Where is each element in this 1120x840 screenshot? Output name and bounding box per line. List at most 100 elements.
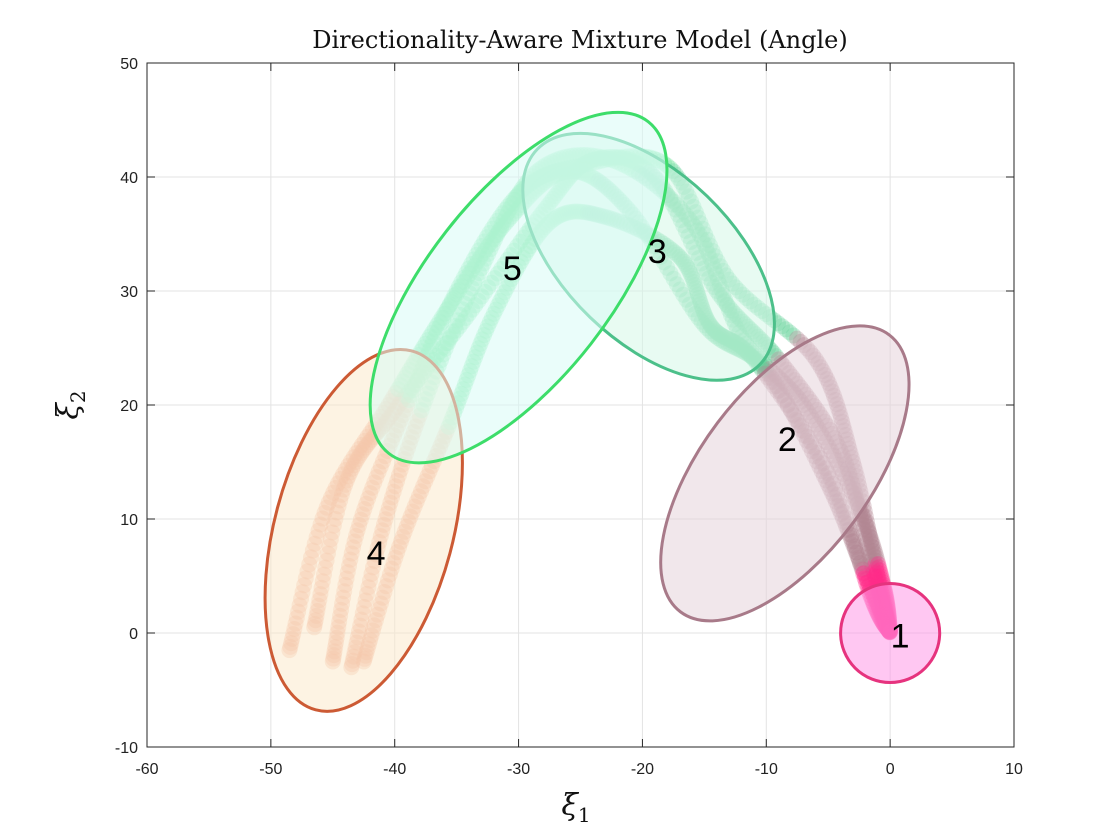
trajectory-point	[842, 529, 859, 546]
x-tick-label: -60	[135, 761, 158, 778]
trajectory-point	[856, 570, 873, 587]
trajectory-point	[873, 568, 890, 585]
trajectory-point	[863, 538, 880, 555]
trajectory-point	[856, 525, 873, 542]
trajectory-point	[844, 533, 861, 550]
trajectory-point	[857, 514, 874, 531]
trajectory-point	[870, 556, 887, 573]
trajectory-point	[859, 521, 876, 538]
trajectory-point	[865, 547, 882, 564]
trajectory-point	[857, 568, 874, 584]
trajectory-point	[850, 549, 867, 566]
trajectory-point	[845, 537, 862, 554]
trajectory-point	[773, 318, 790, 335]
trajectory-point	[850, 551, 867, 568]
trajectory-point	[868, 549, 885, 566]
cluster-ellipse-layer	[263, 110, 942, 713]
trajectory-point	[853, 560, 870, 577]
y-tick-label: 20	[120, 398, 138, 415]
trajectory-point	[865, 564, 882, 581]
trajectory-point	[868, 564, 885, 581]
cluster-ellipse	[659, 324, 911, 623]
trajectory-point	[868, 560, 885, 577]
x-tick-label: -30	[507, 761, 530, 778]
trajectory-point	[848, 544, 865, 561]
trajectory-point	[858, 513, 875, 530]
trajectory-point	[848, 544, 865, 561]
cluster-label: 1	[891, 617, 910, 655]
y-tick-label: 0	[129, 626, 138, 643]
trajectory-point	[861, 525, 878, 542]
cluster-ellipse	[839, 581, 942, 685]
trajectory-point	[858, 571, 875, 588]
trajectory-point	[867, 546, 884, 563]
cluster-label: 3	[648, 233, 667, 271]
trajectory-point	[858, 535, 875, 552]
trajectory-point	[777, 321, 794, 338]
trajectory-point	[861, 528, 878, 545]
trajectory-point	[871, 559, 888, 576]
trajectory-point	[854, 561, 871, 578]
y-tick-label: -10	[115, 740, 138, 757]
trajectory-point	[864, 560, 881, 577]
trajectory-point	[854, 516, 871, 533]
trajectory-point	[862, 533, 879, 550]
trajectory-point	[785, 327, 802, 344]
trajectory-point	[861, 548, 878, 565]
trajectory-point	[847, 538, 864, 555]
trajectory-point	[865, 539, 882, 556]
trajectory-point	[862, 529, 879, 546]
trajectory-point	[781, 324, 798, 341]
trajectory-point	[860, 523, 877, 540]
y-tick-label: 30	[120, 284, 138, 301]
trajectory-point	[863, 532, 880, 549]
cluster-label-layer: 1 2 3 4 5	[367, 233, 910, 655]
trajectory-point	[855, 521, 872, 538]
trajectory-point	[871, 562, 888, 579]
trajectory-point	[852, 555, 869, 572]
y-axis-symbol: ξ	[51, 402, 86, 420]
x-tick-label: -40	[383, 761, 406, 778]
trajectory-point	[859, 518, 876, 535]
x-tick-label: 10	[1005, 761, 1023, 778]
trajectory-point	[860, 544, 877, 561]
trajectory-point	[857, 530, 874, 547]
trajectory-point	[863, 556, 880, 573]
trajectory-point	[849, 548, 866, 565]
cluster-ellipse	[368, 110, 669, 465]
x-tick-label: -50	[259, 761, 282, 778]
cluster-label: 5	[503, 250, 522, 288]
x-axis-label: ξ1	[561, 788, 590, 827]
trajectory-point	[859, 539, 876, 556]
y-tick-label: 40	[120, 170, 138, 187]
trajectory-point	[864, 536, 881, 553]
x-axis-subscript: 1	[578, 803, 591, 827]
x-tick-label: 0	[886, 761, 895, 778]
trajectory-point	[846, 540, 863, 557]
y-tick-label: 50	[120, 56, 138, 73]
axis-ticks: -60 -50 -40 -30 -20 -10 0 10 -10 0 10 20 30 40 50	[115, 56, 1023, 778]
trajectory-point	[856, 564, 873, 581]
cluster-label: 2	[778, 421, 797, 459]
y-tick-label: 10	[120, 512, 138, 529]
chart-title: Directionality-Aware Mixture Model (Angl…	[312, 26, 848, 54]
trajectory-point	[866, 552, 883, 569]
trajectory-point	[853, 558, 870, 575]
x-tick-label: -10	[755, 761, 778, 778]
trajectory-point	[864, 543, 881, 560]
trajectory-point	[866, 543, 883, 560]
trajectory-point	[855, 565, 872, 582]
trajectory-point	[867, 556, 884, 573]
y-axis-label: ξ2	[51, 390, 90, 419]
trajectory-point	[866, 567, 883, 584]
cluster-label: 4	[367, 535, 386, 573]
trajectory-point	[869, 552, 886, 569]
x-tick-label: -20	[631, 761, 654, 778]
y-axis-subscript: 2	[66, 390, 90, 403]
trajectory-point	[845, 533, 862, 550]
trajectory-point	[872, 565, 889, 582]
trajectory-point	[858, 518, 875, 535]
trajectory-point	[789, 330, 806, 347]
x-axis-symbol: ξ	[561, 788, 579, 823]
